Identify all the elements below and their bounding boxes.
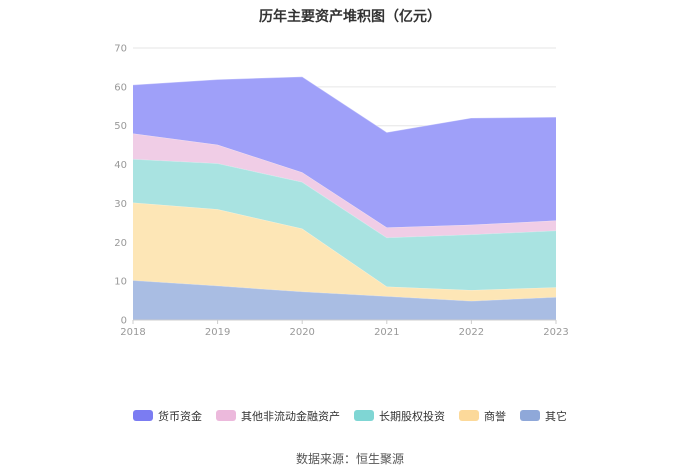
legend-item[interactable]: 长期股权投资	[354, 409, 445, 423]
area-series-3[interactable]	[133, 159, 556, 291]
legend-swatch	[520, 410, 540, 421]
legend-swatch	[133, 410, 153, 421]
y-tick-label: 0	[121, 316, 127, 327]
y-tick-label: 50	[114, 121, 127, 132]
area-series-5[interactable]	[133, 76, 556, 228]
y-tick-label: 40	[114, 160, 127, 171]
x-tick-label: 2018	[120, 327, 145, 338]
y-tick-label: 10	[114, 277, 127, 288]
legend-swatch	[354, 410, 374, 421]
legend-swatch	[216, 410, 236, 421]
chart-title: 历年主要资产堆积图（亿元）	[259, 9, 441, 25]
x-tick-label: 2020	[289, 327, 314, 338]
y-tick-label: 20	[114, 238, 127, 249]
legend-label: 其它	[545, 409, 567, 423]
legend-item[interactable]: 其它	[520, 409, 567, 423]
x-tick-label: 2019	[205, 327, 230, 338]
legend-item[interactable]: 货币资金	[133, 409, 202, 423]
legend-label: 其他非流动金融资产	[241, 409, 340, 423]
legend-swatch	[459, 410, 479, 421]
y-tick-label: 70	[114, 44, 127, 55]
data-source: 数据来源：恒生聚源	[295, 452, 404, 466]
area-series-4[interactable]	[133, 133, 556, 238]
x-tick-label: 2022	[459, 327, 484, 338]
y-tick-label: 60	[114, 82, 127, 93]
x-tick-label: 2021	[374, 327, 399, 338]
x-tick-label: 2023	[543, 327, 568, 338]
legend-label: 商誉	[484, 409, 506, 423]
legend-label: 长期股权投资	[379, 409, 445, 423]
legend-item[interactable]: 其他非流动金融资产	[216, 409, 340, 423]
area-series-2[interactable]	[133, 202, 556, 301]
legend-item[interactable]: 商誉	[459, 409, 506, 423]
area-edge-5	[132, 76, 557, 133]
area-series-1[interactable]	[133, 280, 556, 320]
legend-label: 货币资金	[158, 409, 202, 423]
y-tick-label: 30	[114, 199, 127, 210]
